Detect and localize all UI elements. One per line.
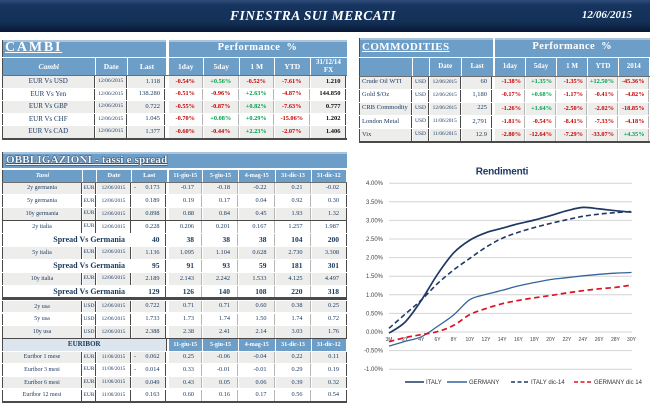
svg-text:2Y: 2Y [402, 337, 409, 343]
svg-text:3.00%: 3.00% [366, 218, 384, 224]
svg-text:3M: 3M [386, 337, 393, 343]
svg-text:4.00%: 4.00% [366, 181, 384, 187]
svg-text:0.50%: 0.50% [366, 311, 384, 317]
svg-text:24Y: 24Y [579, 337, 589, 343]
svg-text:-0.50%: -0.50% [364, 349, 384, 355]
svg-text:30Y: 30Y [627, 337, 637, 343]
svg-text:22Y: 22Y [562, 337, 572, 343]
svg-text:26Y: 26Y [595, 337, 605, 343]
svg-text:8Y: 8Y [451, 337, 458, 343]
svg-text:3.50%: 3.50% [366, 200, 384, 206]
svg-text:16Y: 16Y [514, 337, 524, 343]
svg-text:28Y: 28Y [611, 337, 621, 343]
svg-text:10Y: 10Y [465, 337, 475, 343]
svg-text:14Y: 14Y [498, 337, 508, 343]
svg-text:1.00%: 1.00% [366, 293, 384, 299]
svg-text:20Y: 20Y [546, 337, 556, 343]
svg-text:GERMANY: GERMANY [469, 380, 499, 386]
svg-text:1.50%: 1.50% [366, 274, 384, 280]
svg-text:ITALY dic-14: ITALY dic-14 [531, 380, 565, 386]
svg-text:4Y: 4Y [418, 337, 425, 343]
svg-text:0.00%: 0.00% [366, 330, 384, 336]
svg-text:GERMANY dic 14: GERMANY dic 14 [594, 380, 643, 386]
svg-text:-1.00%: -1.00% [364, 367, 384, 373]
svg-text:2.00%: 2.00% [366, 256, 384, 262]
svg-text:ITALY: ITALY [426, 380, 442, 386]
svg-text:18Y: 18Y [530, 337, 540, 343]
svg-text:Rendimenti: Rendimenti [476, 167, 529, 178]
svg-text:2.50%: 2.50% [366, 237, 384, 243]
svg-text:12Y: 12Y [482, 337, 492, 343]
svg-text:6Y: 6Y [434, 337, 441, 343]
